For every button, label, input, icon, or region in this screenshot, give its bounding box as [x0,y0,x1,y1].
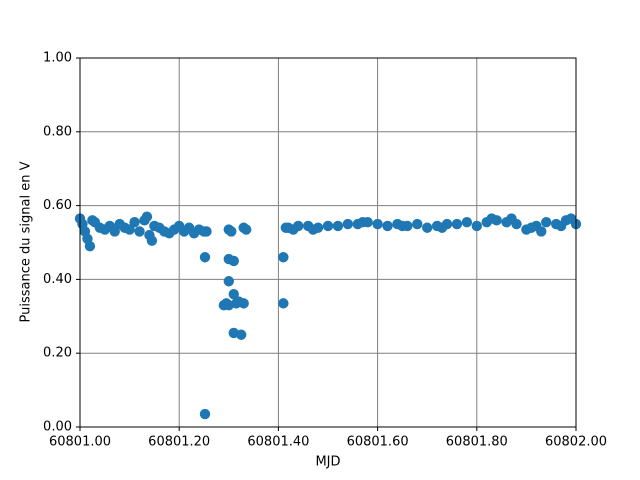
point [511,218,522,230]
point [228,288,239,300]
point [146,235,158,246]
point [201,226,212,237]
y-tick-label: 0.60 [43,198,72,213]
axes-frame [79,57,577,428]
point [238,298,249,309]
x-tick-label: 60801.20 [148,435,210,450]
point [536,226,547,237]
point [278,252,289,263]
y-tick-label: 0.80 [43,124,72,139]
point [223,276,234,287]
x-axis-label: MJD [315,455,340,470]
y-tick-label: 0.20 [43,346,72,361]
point [124,224,135,235]
y-axis-label: Puissance du signal en V [19,161,34,322]
point [372,218,383,230]
point [362,217,373,228]
x-tick-label: 60801.80 [446,435,508,450]
y-tick-label: 1.00 [43,51,72,66]
point [461,217,473,228]
point [236,329,247,340]
point [134,226,145,237]
point [342,218,354,230]
point [471,220,482,232]
point [382,220,393,232]
point [451,218,463,230]
y-tick-label: 0.40 [43,272,72,287]
point [422,222,433,233]
point [141,211,153,222]
point [109,226,120,237]
point [441,218,453,230]
point [491,215,502,226]
point [228,255,239,267]
x-tick-label: 60801.60 [347,435,409,450]
point [278,298,289,309]
point [412,218,423,230]
point [402,220,413,232]
point [129,217,140,228]
point [332,220,344,232]
point [322,220,334,232]
point [240,224,252,235]
point [312,222,324,233]
x-tick-label: 60802.00 [545,435,607,450]
y-tick-label: 0.00 [43,420,72,435]
point [293,220,304,232]
point [226,226,237,237]
x-tick-label: 60801.00 [49,435,111,450]
point [541,217,552,228]
x-tick-label: 60801.40 [247,435,309,450]
point [199,408,211,420]
point [199,252,211,263]
point [84,240,96,252]
